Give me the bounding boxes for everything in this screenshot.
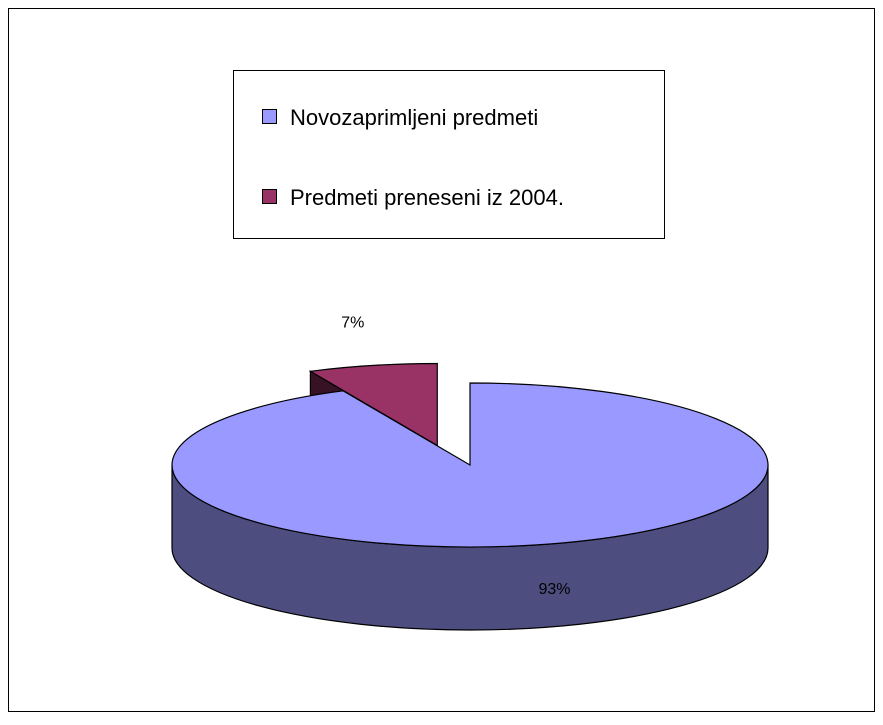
pie-slice bbox=[171, 382, 769, 548]
data-label: 7% bbox=[341, 314, 364, 331]
legend-swatch bbox=[262, 189, 277, 204]
legend-label: Predmeti preneseni iz 2004. bbox=[290, 185, 564, 210]
data-label: 93% bbox=[538, 581, 570, 598]
legend-label: Novozaprimljeni predmeti bbox=[290, 105, 538, 130]
legend-box bbox=[233, 70, 665, 239]
legend-swatch bbox=[262, 109, 277, 124]
pie-slice bbox=[308, 362, 438, 447]
